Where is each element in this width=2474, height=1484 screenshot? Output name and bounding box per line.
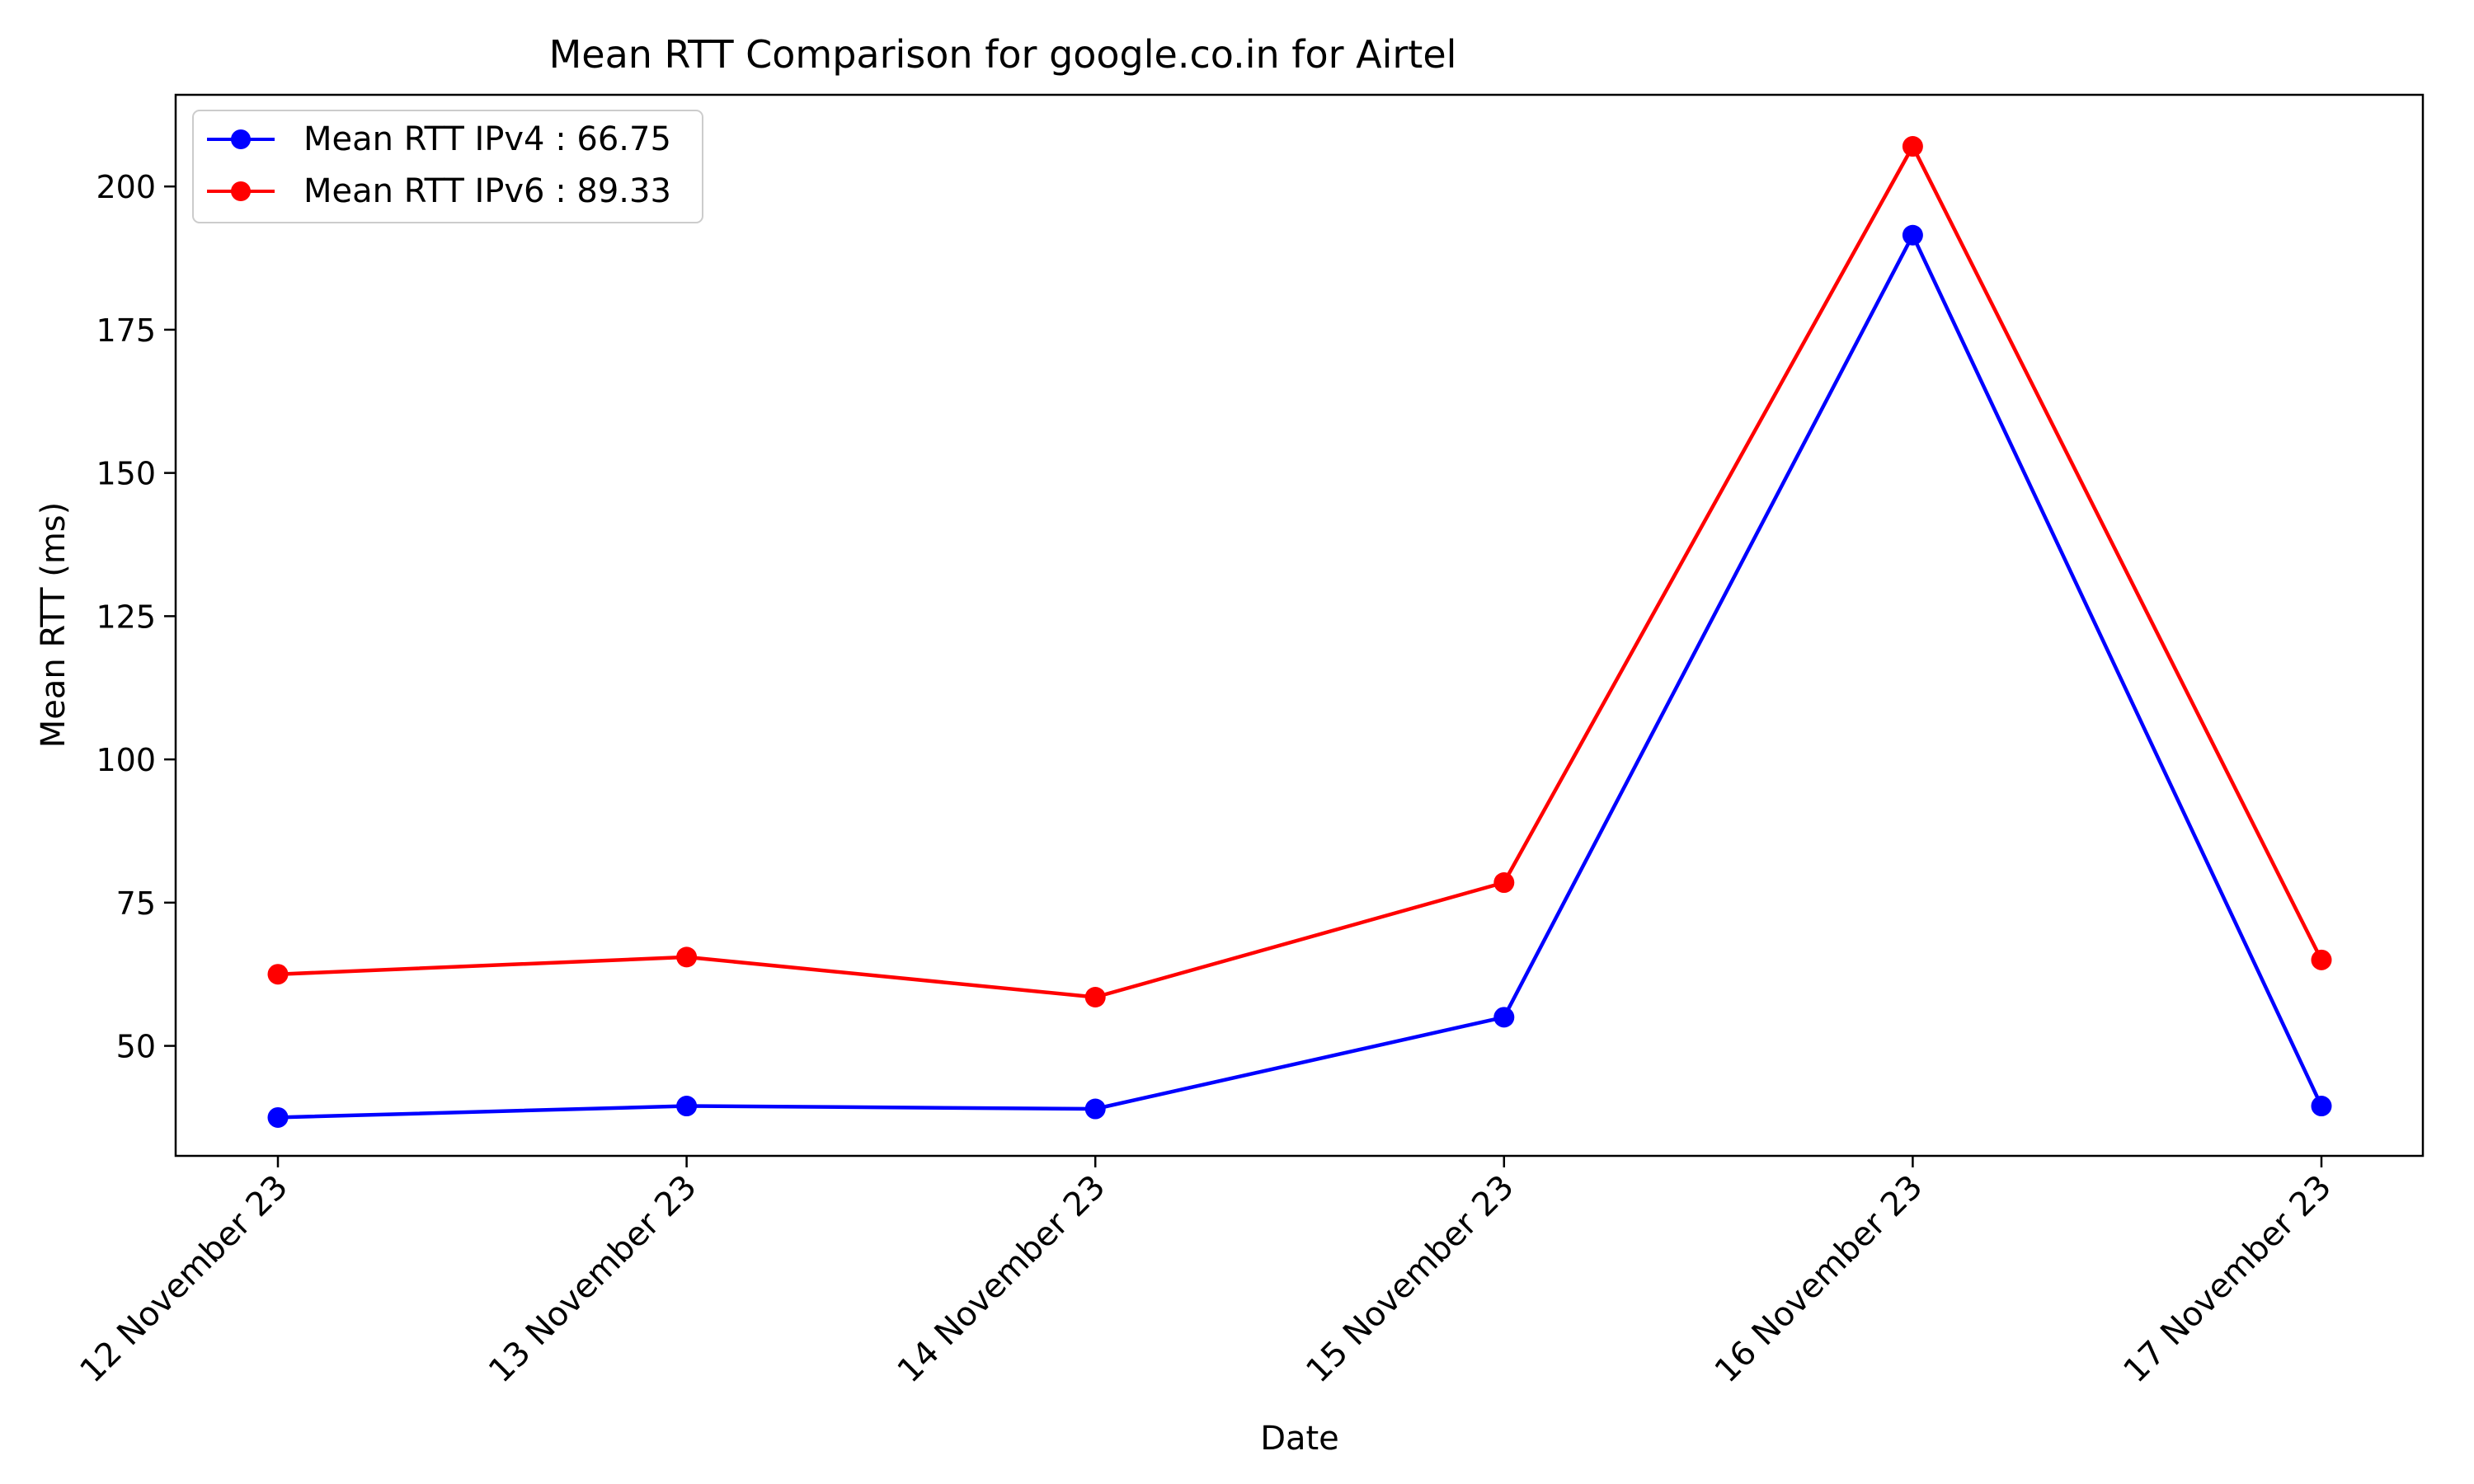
y-tick-label: 75 — [116, 885, 156, 922]
chart-title: Mean RTT Comparison for google.co.in for… — [549, 32, 1457, 77]
legend-label-ipv4: Mean RTT IPv4 : 66.75 — [303, 120, 671, 158]
legend-marker-ipv6 — [231, 181, 251, 201]
y-axis-label: Mean RTT (ms) — [35, 502, 73, 748]
data-point-ipv4 — [2311, 1096, 2332, 1117]
data-point-ipv6 — [2311, 949, 2332, 970]
data-point-ipv4 — [1493, 1007, 1515, 1028]
legend-item-ipv4: Mean RTT IPv4 : 66.75 — [207, 120, 671, 158]
y-tick-label: 50 — [116, 1029, 156, 1065]
data-point-ipv6 — [676, 946, 698, 968]
data-point-ipv6 — [1902, 136, 1923, 157]
series-line-ipv4 — [275, 233, 2324, 1120]
x-axis-label: Date — [1260, 1420, 1339, 1458]
series-ipv4 — [267, 224, 2332, 1128]
series-line-ipv6 — [275, 144, 2324, 999]
y-tick-label: 175 — [96, 312, 156, 349]
data-point-ipv6 — [267, 964, 289, 985]
data-point-ipv6 — [1493, 872, 1515, 894]
data-point-ipv4 — [1084, 1098, 1106, 1120]
legend-marker-ipv4 — [231, 129, 251, 149]
legend-label-ipv6: Mean RTT IPv6 : 89.33 — [303, 172, 671, 210]
y-tick-label: 125 — [96, 599, 156, 635]
legend: Mean RTT IPv4 : 66.75 Mean RTT IPv6 : 89… — [192, 110, 703, 223]
y-tick-label: 100 — [96, 742, 156, 778]
legend-box — [192, 110, 703, 223]
legend-item-ipv6: Mean RTT IPv6 : 89.33 — [207, 172, 671, 210]
data-point-ipv4 — [1902, 224, 1923, 246]
data-point-ipv4 — [267, 1106, 289, 1128]
y-tick-label: 200 — [96, 169, 156, 205]
series-ipv6 — [267, 136, 2332, 1008]
plot-area — [267, 136, 2332, 1128]
y-axis: 50 75 100 125 150 175 200 — [96, 169, 176, 1065]
data-point-ipv4 — [676, 1096, 698, 1117]
plot-frame — [174, 93, 2425, 1158]
y-tick-label: 150 — [96, 456, 156, 492]
data-point-ipv6 — [1084, 987, 1106, 1008]
